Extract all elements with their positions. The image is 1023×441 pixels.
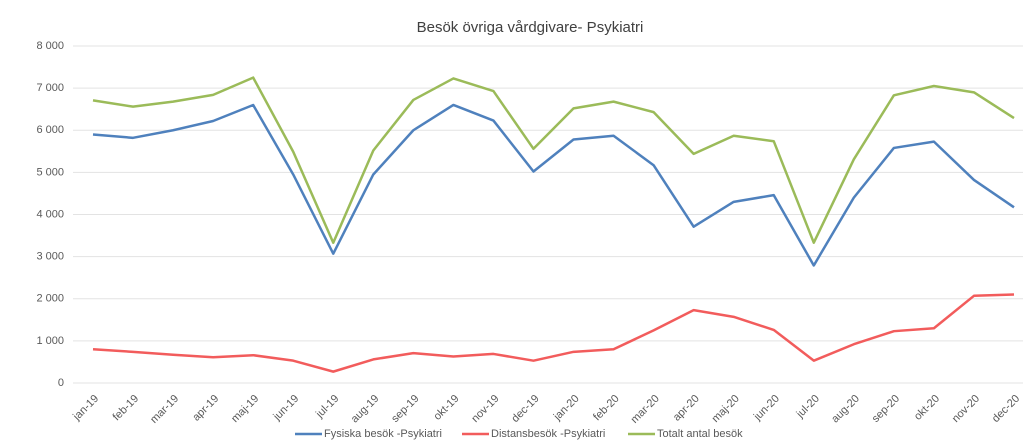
y-tick-label: 8 000 xyxy=(36,40,64,52)
y-tick-label: 2 000 xyxy=(36,293,64,305)
x-tick-label: jun-19 xyxy=(271,393,302,424)
x-tick-label: aug-20 xyxy=(829,393,862,426)
chart-title: Besök övriga vårdgivare- Psykiatri xyxy=(417,19,644,36)
x-tick-label: dec-20 xyxy=(990,393,1022,425)
x-tick-label: nov-19 xyxy=(469,393,501,425)
x-tick-label: okt-20 xyxy=(912,393,942,423)
x-tick-label: aug-19 xyxy=(349,393,382,426)
y-tick-label: 1 000 xyxy=(36,335,64,347)
x-tick-label: sep-19 xyxy=(389,393,421,425)
x-tick-label: nov-20 xyxy=(950,393,982,425)
series-line xyxy=(92,76,1015,244)
legend-label: Fysiska besök -Psykiatri xyxy=(324,428,442,440)
x-tick-label: jun-20 xyxy=(751,393,782,424)
x-tick-label: okt-19 xyxy=(431,393,461,423)
x-tick-label: apr-19 xyxy=(190,393,221,424)
y-tick-label: 0 xyxy=(58,377,64,389)
series-line xyxy=(92,103,1015,267)
legend-label: Totalt antal besök xyxy=(657,428,743,440)
y-tick-label: 3 000 xyxy=(36,251,64,263)
x-tick-label: apr-20 xyxy=(671,393,702,424)
x-tick-label: maj-19 xyxy=(229,393,261,425)
x-tick-label: maj-20 xyxy=(710,393,742,425)
y-tick-label: 7 000 xyxy=(36,82,64,94)
x-tick-label: jul-19 xyxy=(313,393,341,421)
x-tick-label: mar-19 xyxy=(148,393,181,426)
legend-label: Distansbesök -Psykiatri xyxy=(491,428,605,440)
x-tick-label: mar-20 xyxy=(629,393,662,426)
x-tick-label: dec-19 xyxy=(509,393,541,425)
x-tick-label: feb-19 xyxy=(111,393,142,424)
x-tick-label: sep-20 xyxy=(870,393,902,425)
y-tick-label: 5 000 xyxy=(36,166,64,178)
x-tick-label: jul-20 xyxy=(794,393,822,421)
x-tick-label: jan-19 xyxy=(70,393,101,424)
y-tick-label: 4 000 xyxy=(36,208,64,220)
series-line xyxy=(92,293,1015,373)
y-tick-label: 6 000 xyxy=(36,124,64,136)
x-tick-label: feb-20 xyxy=(591,393,622,424)
x-tick-label: jan-20 xyxy=(551,393,582,424)
